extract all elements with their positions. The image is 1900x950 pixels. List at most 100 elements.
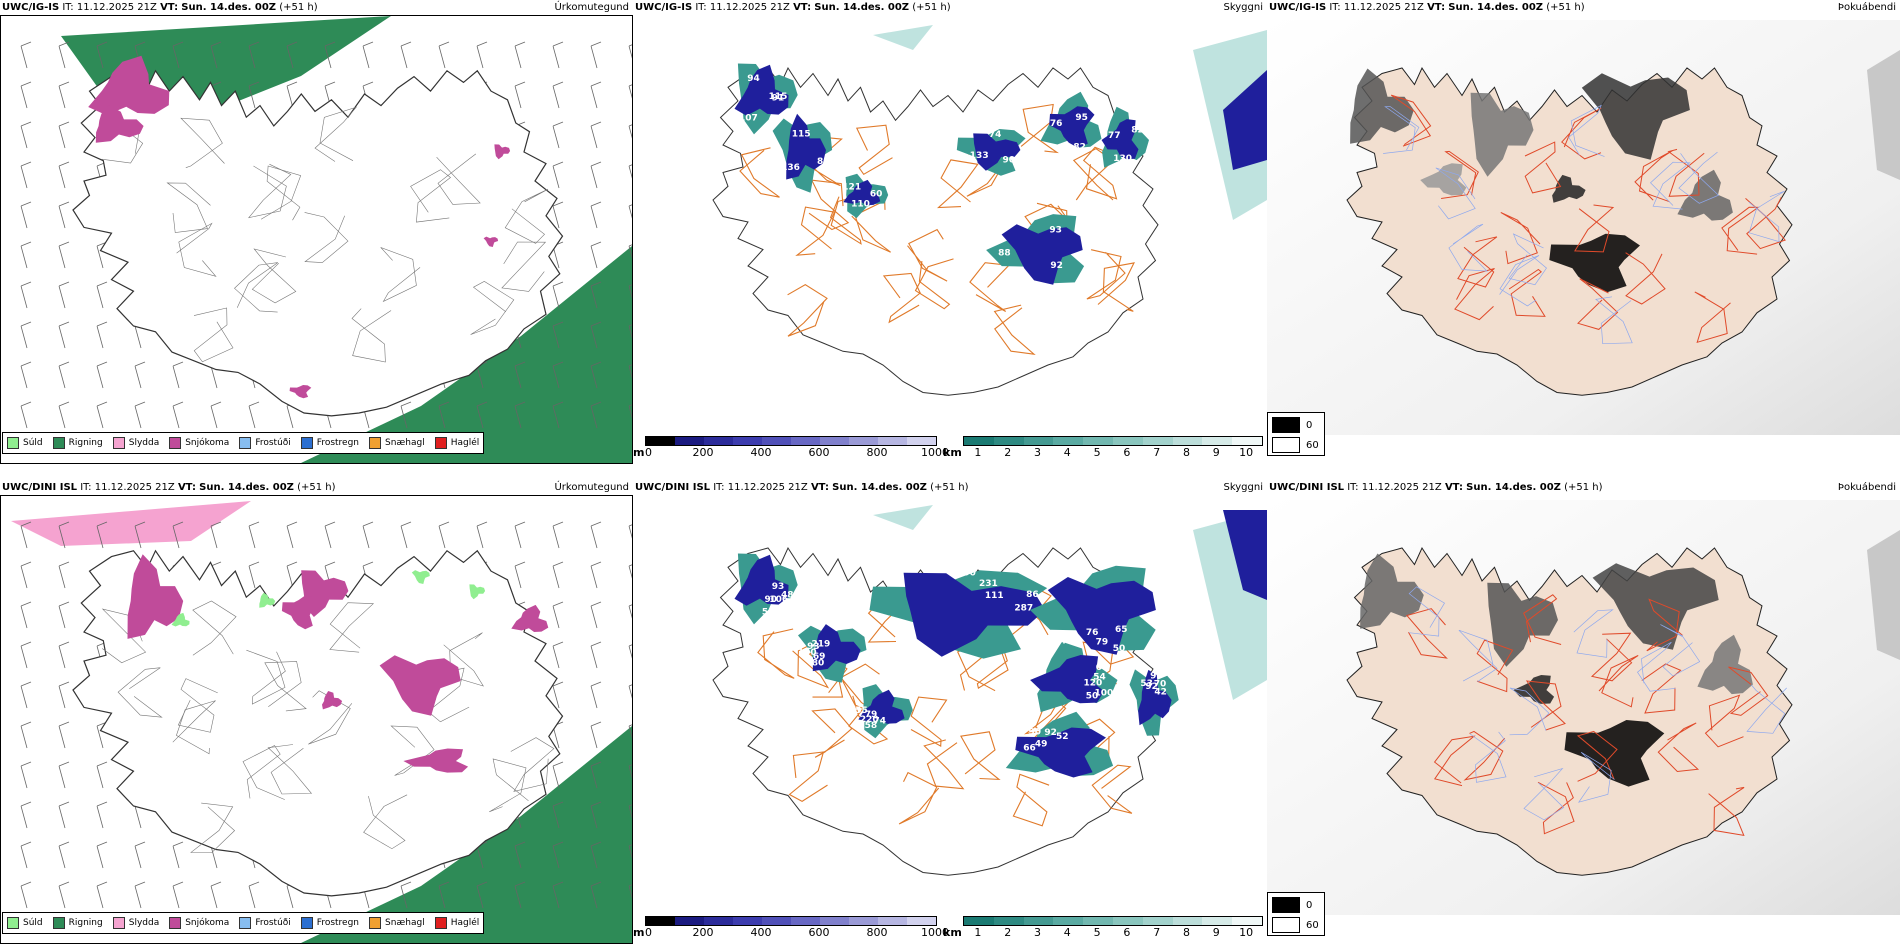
low-ceiling-area (1015, 727, 1106, 778)
wind-barb (628, 804, 632, 819)
wind-barb (20, 841, 32, 869)
road-line (234, 262, 278, 313)
panel-title: UWC/IG-IS IT: 11.12.2025 21Z VT: Sun. 14… (1269, 2, 1585, 14)
colorbar-segment (1172, 917, 1203, 925)
iceland-outline (72, 549, 564, 897)
fog-map-ig (1267, 20, 1900, 435)
road-line (1708, 786, 1745, 837)
ceiling-value-label: 219 (812, 640, 831, 650)
wind-barb (590, 641, 602, 669)
wind-barb (58, 81, 70, 109)
wind-barb (552, 81, 564, 109)
ceiling-value-label: 93 (772, 582, 785, 592)
sea-fog-area (1867, 50, 1900, 180)
wind-barb (58, 361, 70, 389)
road-line (1457, 236, 1498, 288)
wind-barb (552, 201, 564, 229)
fog-map-dini (1267, 500, 1900, 915)
colorbar-tick-label: 800 (866, 446, 888, 459)
colorbar-segment (1023, 917, 1054, 925)
road-line (937, 159, 979, 209)
colorbar-tick-label: 1000 (921, 446, 949, 459)
road-line (1728, 666, 1769, 716)
ceiling-value-label: 100 (1095, 688, 1114, 698)
fog-key: 0 60 (1267, 412, 1325, 456)
wind-barb (628, 124, 632, 139)
colorbar-segment (675, 437, 704, 445)
legend-label: Snæhagl (385, 918, 425, 928)
legend-item: Rigning (52, 917, 103, 929)
wind-barb (58, 681, 70, 709)
colorbar-tick-label: 4 (1063, 926, 1071, 939)
ceiling-value-label: 82 (1131, 125, 1144, 135)
road-line (907, 228, 948, 282)
road-line (1598, 654, 1639, 708)
ceiling-value-label: 79 (1096, 638, 1109, 648)
ceiling-value-label: 92 (1044, 728, 1057, 738)
legend-swatch (239, 437, 252, 449)
legend-swatch (52, 917, 65, 929)
road-line (390, 725, 435, 776)
colorbar-tick-label: 5 (1093, 926, 1101, 939)
ceiling-value-label: 111 (985, 591, 1004, 601)
wind-barb (590, 41, 602, 69)
wind-barb (248, 41, 260, 69)
legend-item: Snæhagl (369, 437, 425, 449)
model-name: UWC/IG-IS (1269, 2, 1327, 13)
drizzle-area (259, 592, 276, 608)
wind-barb (96, 401, 108, 429)
colorbar-tick-label: 800 (866, 926, 888, 939)
road-line (811, 708, 853, 758)
road-line (1448, 223, 1488, 272)
legend-item: Rigning (52, 437, 103, 449)
colorbar-segment (1232, 917, 1262, 925)
colorbar-tick-label: 2 (1004, 926, 1012, 939)
snow-area (127, 554, 184, 639)
legend-label: Haglél (450, 918, 480, 928)
wind-barb (362, 521, 374, 549)
ceiling-value-label: 50 (1086, 692, 1099, 702)
colorbar-tick-label: 9 (1212, 446, 1220, 459)
wind-barb (476, 521, 488, 549)
wind-barb (552, 401, 564, 429)
legend-item: Súld (7, 437, 43, 449)
wind-barb (210, 41, 222, 69)
fog-indicator-area (1581, 73, 1690, 160)
ceiling-value-label: 66 (1023, 744, 1036, 754)
wind-barb (172, 41, 184, 69)
colorbar-tick-label: 8 (1183, 446, 1190, 459)
wind-barb (58, 721, 70, 749)
wind-barb (20, 601, 32, 629)
low-ceiling-area (734, 64, 789, 116)
wind-barb (476, 41, 488, 69)
visibility-colorbar-strip (963, 916, 1263, 926)
precip-type-panel-dini: UWC/DINI ISL IT: 11.12.2025 21Z VT: Sun.… (0, 480, 633, 950)
wind-barb (324, 41, 336, 69)
legend-swatch (300, 917, 313, 929)
fog-indicator-area (1513, 675, 1555, 704)
wind-barb (438, 401, 450, 429)
ceiling-value-label: 94 (747, 74, 760, 84)
road-line (1649, 161, 1691, 210)
map-frame (0, 15, 633, 464)
wind-barb (58, 241, 70, 269)
road-line (248, 163, 292, 219)
legend-label: Súld (23, 918, 43, 928)
road-line (308, 690, 353, 745)
lead-time: (+51 h) (279, 2, 318, 13)
low-ceiling-area (1223, 70, 1267, 170)
it-value: 11.12.2025 21Z (1343, 2, 1424, 13)
panel-type-label: Þokuábendi (1837, 2, 1896, 13)
colorbar-tick-label: 1000 (921, 926, 949, 939)
road-line (1577, 752, 1615, 803)
snow-area (322, 691, 343, 710)
wind-barb (514, 561, 526, 589)
low-ceiling-area (1223, 510, 1267, 600)
legend-item: Frostregn (300, 437, 359, 449)
wind-barb (628, 284, 632, 299)
colorbar-tick-label: 3 (1034, 926, 1041, 939)
ceiling-colorbar-strip (645, 916, 937, 926)
wind-barb (590, 521, 602, 549)
wind-barb (514, 81, 526, 109)
road-line (1383, 106, 1420, 154)
